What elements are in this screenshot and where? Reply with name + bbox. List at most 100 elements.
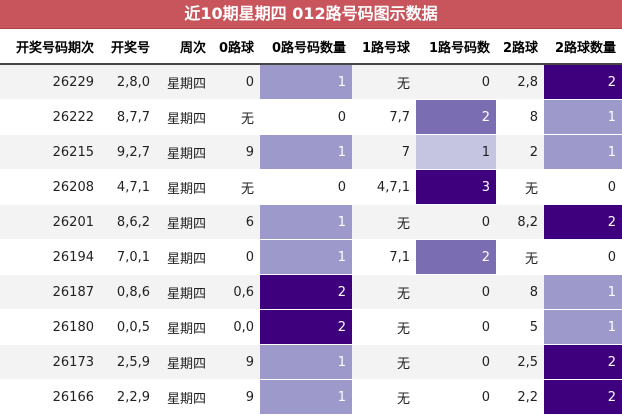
cell-route2-count: 2: [544, 379, 622, 415]
header-route1-count: 1路号码数: [416, 29, 496, 64]
header-route2-count: 2路球数量: [544, 29, 622, 64]
cell-route0-ball: 无: [212, 99, 260, 135]
cell-issue: 26173: [0, 344, 100, 380]
table-row: 26229 2,8,0 星期四 0 1 无 0 2,8 2: [0, 64, 622, 100]
table-row: 26180 0,0,5 星期四 0,0 2 无 0 5 1: [0, 309, 622, 345]
header-route0-count: 0路号码数量: [260, 29, 352, 64]
cell-numbers: 7,0,1: [100, 239, 156, 275]
cell-route0-ball: 无: [212, 169, 260, 205]
cell-weekday: 星期四: [156, 99, 212, 135]
cell-route2-ball: 2,8: [496, 64, 544, 100]
cell-issue: 26187: [0, 274, 100, 310]
cell-route2-count: 2: [544, 204, 622, 240]
cell-issue: 26180: [0, 309, 100, 345]
cell-numbers: 2,5,9: [100, 344, 156, 380]
cell-numbers: 0,8,6: [100, 274, 156, 310]
cell-route2-ball: 无: [496, 169, 544, 205]
cell-route0-ball: 0: [212, 64, 260, 100]
cell-route2-ball: 2: [496, 134, 544, 170]
cell-issue: 26215: [0, 134, 100, 170]
cell-issue: 26201: [0, 204, 100, 240]
cell-route0-count: 1: [260, 344, 352, 380]
cell-route2-count: 1: [544, 309, 622, 345]
cell-route1-count: 0: [416, 274, 496, 310]
cell-route2-ball: 无: [496, 239, 544, 275]
cell-route0-ball: 9: [212, 344, 260, 380]
cell-route1-count: 0: [416, 379, 496, 415]
cell-route1-count: 0: [416, 204, 496, 240]
cell-weekday: 星期四: [156, 169, 212, 205]
cell-issue: 26208: [0, 169, 100, 205]
cell-issue: 26166: [0, 379, 100, 415]
cell-route2-count: 1: [544, 99, 622, 135]
cell-route1-ball: 4,7,1: [352, 169, 416, 205]
cell-weekday: 星期四: [156, 204, 212, 240]
header-issue: 开奖号码期次: [0, 29, 100, 64]
cell-route2-count: 2: [544, 64, 622, 100]
table-row: 26173 2,5,9 星期四 9 1 无 0 2,5 2: [0, 344, 622, 380]
cell-weekday: 星期四: [156, 344, 212, 380]
cell-weekday: 星期四: [156, 274, 212, 310]
cell-route2-count: 0: [544, 169, 622, 205]
cell-route1-ball: 7: [352, 134, 416, 170]
cell-weekday: 星期四: [156, 64, 212, 100]
table-title: 近10期星期四 012路号码图示数据: [0, 0, 622, 29]
cell-weekday: 星期四: [156, 134, 212, 170]
table-row: 26201 8,6,2 星期四 6 1 无 0 8,2 2: [0, 204, 622, 240]
table-row: 26215 9,2,7 星期四 9 1 7 1 2 1: [0, 134, 622, 170]
cell-route0-ball: 0,6: [212, 274, 260, 310]
header-weekday: 周次: [156, 29, 212, 64]
cell-route1-ball: 7,7: [352, 99, 416, 135]
cell-numbers: 4,7,1: [100, 169, 156, 205]
table-row: 26208 4,7,1 星期四无 0 4,7,1 3 无 0: [0, 169, 622, 205]
header-numbers: 开奖号: [100, 29, 156, 64]
cell-route0-ball: 0,0: [212, 309, 260, 345]
cell-issue: 26229: [0, 64, 100, 100]
table-row: 26166 2,2,9 星期四 9 1 无 0 2,2 2: [0, 379, 622, 415]
cell-route1-ball: 7,1: [352, 239, 416, 275]
cell-route1-count: 0: [416, 344, 496, 380]
cell-route1-count: 1: [416, 134, 496, 170]
cell-route0-count: 2: [260, 309, 352, 345]
cell-numbers: 0,0,5: [100, 309, 156, 345]
cell-issue: 26222: [0, 99, 100, 135]
cell-numbers: 8,6,2: [100, 204, 156, 240]
cell-route1-count: 0: [416, 64, 496, 100]
cell-route2-count: 1: [544, 134, 622, 170]
cell-route1-ball: 无: [352, 274, 416, 310]
cell-route2-ball: 8: [496, 99, 544, 135]
header-route2-ball: 2路球: [496, 29, 544, 64]
cell-route0-count: 2: [260, 274, 352, 310]
cell-route1-ball: 无: [352, 64, 416, 100]
cell-route1-count: 0: [416, 309, 496, 345]
cell-route1-ball: 无: [352, 379, 416, 415]
cell-route0-ball: 9: [212, 379, 260, 415]
cell-route1-count: 3: [416, 169, 496, 205]
cell-route2-count: 0: [544, 239, 622, 275]
cell-route0-ball: 6: [212, 204, 260, 240]
cell-route2-ball: 8: [496, 274, 544, 310]
cell-route0-count: 1: [260, 64, 352, 100]
cell-route2-ball: 5: [496, 309, 544, 345]
cell-route0-count: 1: [260, 134, 352, 170]
header-row: 开奖号码期次 开奖号 周次 0路球 0路号码数量 1路号球 1路号码数 2路球 …: [0, 29, 622, 64]
cell-route0-count: 1: [260, 204, 352, 240]
header-route0-ball: 0路球: [212, 29, 260, 64]
header-route1-ball: 1路号球: [352, 29, 416, 64]
cell-numbers: 2,2,9: [100, 379, 156, 415]
cell-route0-ball: 9: [212, 134, 260, 170]
cell-weekday: 星期四: [156, 239, 212, 275]
cell-route1-count: 2: [416, 99, 496, 135]
table-row: 26194 7,0,1 星期四 0 1 7,1 2 无 0: [0, 239, 622, 275]
cell-route2-ball: 2,5: [496, 344, 544, 380]
cell-numbers: 8,7,7: [100, 99, 156, 135]
cell-numbers: 2,8,0: [100, 64, 156, 100]
cell-route1-ball: 无: [352, 309, 416, 345]
cell-route0-count: 1: [260, 239, 352, 275]
cell-issue: 26194: [0, 239, 100, 275]
cell-route0-count: 0: [260, 99, 352, 135]
cell-route2-ball: 8,2: [496, 204, 544, 240]
cell-route0-count: 1: [260, 379, 352, 415]
table-row: 26222 8,7,7 星期四无 0 7,7 2 8 1: [0, 99, 622, 135]
cell-weekday: 星期四: [156, 309, 212, 345]
